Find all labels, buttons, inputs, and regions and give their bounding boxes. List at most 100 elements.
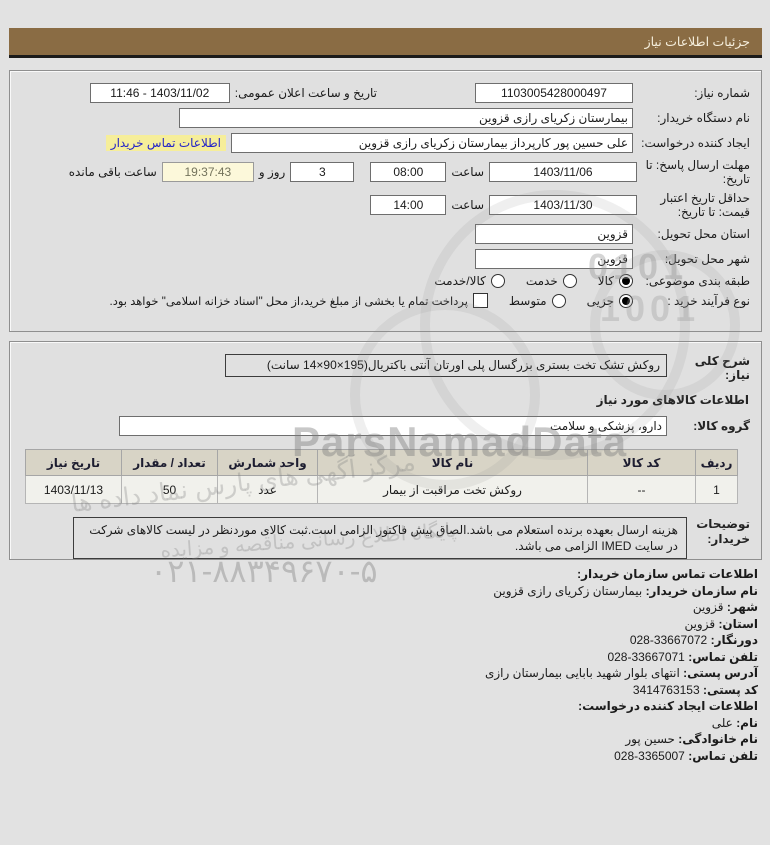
cell-goods-code: --	[587, 475, 696, 504]
row-need-desc: شرح کلی نیاز: روکش تشک تخت بستری بزرگسال…	[21, 354, 750, 382]
contact-section-title: اطلاعات تماس سازمان خریدار:	[577, 567, 758, 581]
contact-label: نام خانوادگی:	[678, 732, 758, 746]
col-need-date: تاریخ نیاز	[25, 449, 122, 476]
contact-label: آدرس پستی:	[683, 666, 758, 680]
remaining-days-field[interactable]: 3	[290, 162, 355, 182]
creator-label: ایجاد کننده درخواست:	[641, 136, 750, 150]
goods-info-title: اطلاعات کالاهای مورد نیاز	[596, 393, 749, 407]
creator-section-title: اطلاعات ایجاد کننده درخواست:	[578, 699, 758, 713]
contact-label: استان:	[718, 616, 758, 631]
need-desc-label: شرح کلی نیاز:	[694, 354, 750, 382]
row-need-number: شماره نیاز: 1103005428000497 تاریخ و ساع…	[21, 83, 750, 103]
need-desc-box: روکش تشک تخت بستری بزرگسال پلی اورتان آن…	[225, 354, 667, 377]
cell-quantity: 50	[121, 475, 218, 504]
cell-row-number: 1	[695, 475, 738, 504]
radio-icon	[562, 274, 577, 288]
page-title-bar: جزئیات اطلاعات نیاز	[9, 28, 762, 58]
province-field[interactable]: قزوین	[475, 224, 633, 244]
row-buyer-org: نام دستگاه خریدار: بیمارستان زکریای رازی…	[21, 108, 750, 128]
contact-label: کد پستی:	[703, 682, 758, 697]
announce-datetime-field[interactable]: 11:46 - 1403/11/02	[89, 83, 230, 103]
cell-unit: عدد	[217, 475, 318, 504]
goods-group-field[interactable]: دارو، پزشکی و سلامت	[119, 416, 667, 436]
contact-label: نام سازمان خریدار:	[645, 583, 758, 598]
goods-info-panel: شرح کلی نیاز: روکش تشک تخت بستری بزرگسال…	[9, 341, 762, 560]
row-price-validity: حداقل تاریخ اعتبار قیمت: تا تاریخ: 1403/…	[21, 191, 750, 219]
goods-table-header-row: ردیف کد کالا نام کالا واحد شمارش تعداد /…	[25, 449, 738, 476]
contact-value: بیمارستان زکریای رازی قزوین	[493, 583, 643, 598]
page-title: جزئیات اطلاعات نیاز	[644, 35, 750, 49]
days-label: روز و	[258, 165, 286, 179]
need-number-field[interactable]: 1103005428000497	[475, 83, 633, 103]
contact-line: آدرس پستی: انتهای بلوار شهید بابایی بیما…	[12, 666, 758, 682]
deadline-date-field[interactable]: 1403/11/06	[489, 162, 637, 182]
row-province: استان محل تحویل: قزوین	[21, 224, 750, 244]
row-goods-group: گروه کالا: دارو، پزشکی و سلامت	[21, 416, 750, 436]
radio-option-label: متوسط	[508, 293, 547, 308]
contact-line: استان: قزوین	[12, 617, 758, 633]
col-row-number: ردیف	[695, 449, 738, 476]
buyer-org-field[interactable]: بیمارستان زکریای رازی قزوین	[179, 108, 633, 128]
radio-selected-icon	[619, 274, 633, 288]
contact-line: شهر: قزوین	[12, 600, 758, 616]
cell-goods-name: روکش تخت مراقبت از بیمار	[317, 475, 588, 504]
contact-value: قزوین	[684, 616, 716, 631]
validity-time-field[interactable]: 14:00	[370, 195, 447, 215]
row-creator: ایجاد کننده درخواست: علی حسین پور کارپرد…	[21, 133, 750, 153]
contact-line: تلفن تماس: 028-33667071	[12, 650, 758, 666]
radio-icon	[551, 293, 566, 308]
radio-option-medium[interactable]: متوسط	[508, 293, 566, 308]
fax-number: 028-33667072	[629, 633, 708, 647]
radio-option-label: خدمت	[525, 274, 558, 288]
col-quantity: تعداد / مقدار	[121, 449, 218, 476]
goods-group-label: گروه کالا:	[693, 419, 750, 433]
postal-address: انتهای بلوار شهید بابایی بیمارستان رازی	[484, 666, 680, 680]
request-info-panel: شماره نیاز: 1103005428000497 تاریخ و ساع…	[9, 70, 762, 332]
contact-label: نام:	[736, 715, 758, 730]
deadline-time-field[interactable]: 08:00	[370, 162, 447, 182]
validity-hour-label: ساعت	[451, 198, 484, 212]
creator-field[interactable]: علی حسین پور کارپرداز بیمارستان زکریای ر…	[231, 133, 633, 153]
radio-selected-icon	[619, 293, 633, 308]
creator-last-name: حسین پور	[625, 732, 675, 746]
radio-option-label: کالا/خدمت	[434, 274, 486, 288]
treasury-checkbox[interactable]	[472, 293, 488, 308]
creator-phone: 028-3365007	[614, 748, 685, 763]
buyer-notes-label: توضیحات خریدار:	[696, 517, 750, 546]
city-field[interactable]: قزوین	[475, 249, 633, 269]
col-goods-name: نام کالا	[317, 449, 588, 476]
validity-date-field[interactable]: 1403/11/30	[489, 195, 637, 215]
row-process-type: نوع فرآیند خرید : جزیی متوسط پرداخت تمام…	[21, 293, 750, 308]
contact-label: تلفن تماس:	[688, 748, 758, 763]
province-label: استان محل تحویل:	[657, 227, 750, 241]
phone-number: 028-33667071	[607, 649, 685, 664]
col-unit: واحد شمارش	[217, 449, 318, 476]
radio-option-label: کالا	[597, 274, 614, 288]
buyer-contact-link[interactable]: اطلاعات تماس خریدار	[105, 135, 226, 151]
row-buyer-notes: توضیحات خریدار: هزینه ارسال بعهده برنده …	[21, 517, 750, 559]
row-city: شهر محل تحویل: قزوین	[21, 249, 750, 269]
announce-label: تاریخ و ساعت اعلان عمومی:	[234, 86, 377, 100]
contact-line: نام خانوادگی: حسین پور	[12, 732, 758, 748]
radio-icon	[490, 274, 505, 288]
contact-label: دورنگار:	[710, 633, 758, 647]
col-goods-code: کد کالا	[587, 449, 696, 476]
radio-option-goods-service[interactable]: کالا/خدمت	[434, 274, 505, 288]
validity-label: حداقل تاریخ اعتبار قیمت: تا تاریخ:	[660, 191, 750, 219]
radio-option-service[interactable]: خدمت	[526, 274, 577, 288]
classification-label: طبقه بندی موضوعی:	[645, 274, 750, 288]
radio-option-goods[interactable]: کالا	[598, 274, 633, 288]
need-number-label: شماره نیاز:	[694, 86, 750, 100]
contact-label: تلفن تماس:	[688, 649, 758, 664]
buyer-notes-box: هزینه ارسال بعهده برنده استعلام می باشد.…	[73, 517, 687, 559]
contact-label: شهر:	[726, 600, 758, 614]
deadline-hour-label: ساعت	[451, 165, 484, 179]
postal-code: 3414763153	[632, 682, 700, 697]
radio-option-minor[interactable]: جزیی	[587, 293, 633, 308]
buyer-org-label: نام دستگاه خریدار:	[657, 111, 750, 125]
contact-info-section: اطلاعات تماس سازمان خریدار: نام سازمان خ…	[12, 567, 758, 765]
contact-line: تلفن تماس: 028-3365007	[12, 749, 758, 765]
row-classification: طبقه بندی موضوعی: کالا خدمت کالا/خدمت	[21, 274, 750, 288]
creator-first-name: علی	[711, 715, 733, 730]
